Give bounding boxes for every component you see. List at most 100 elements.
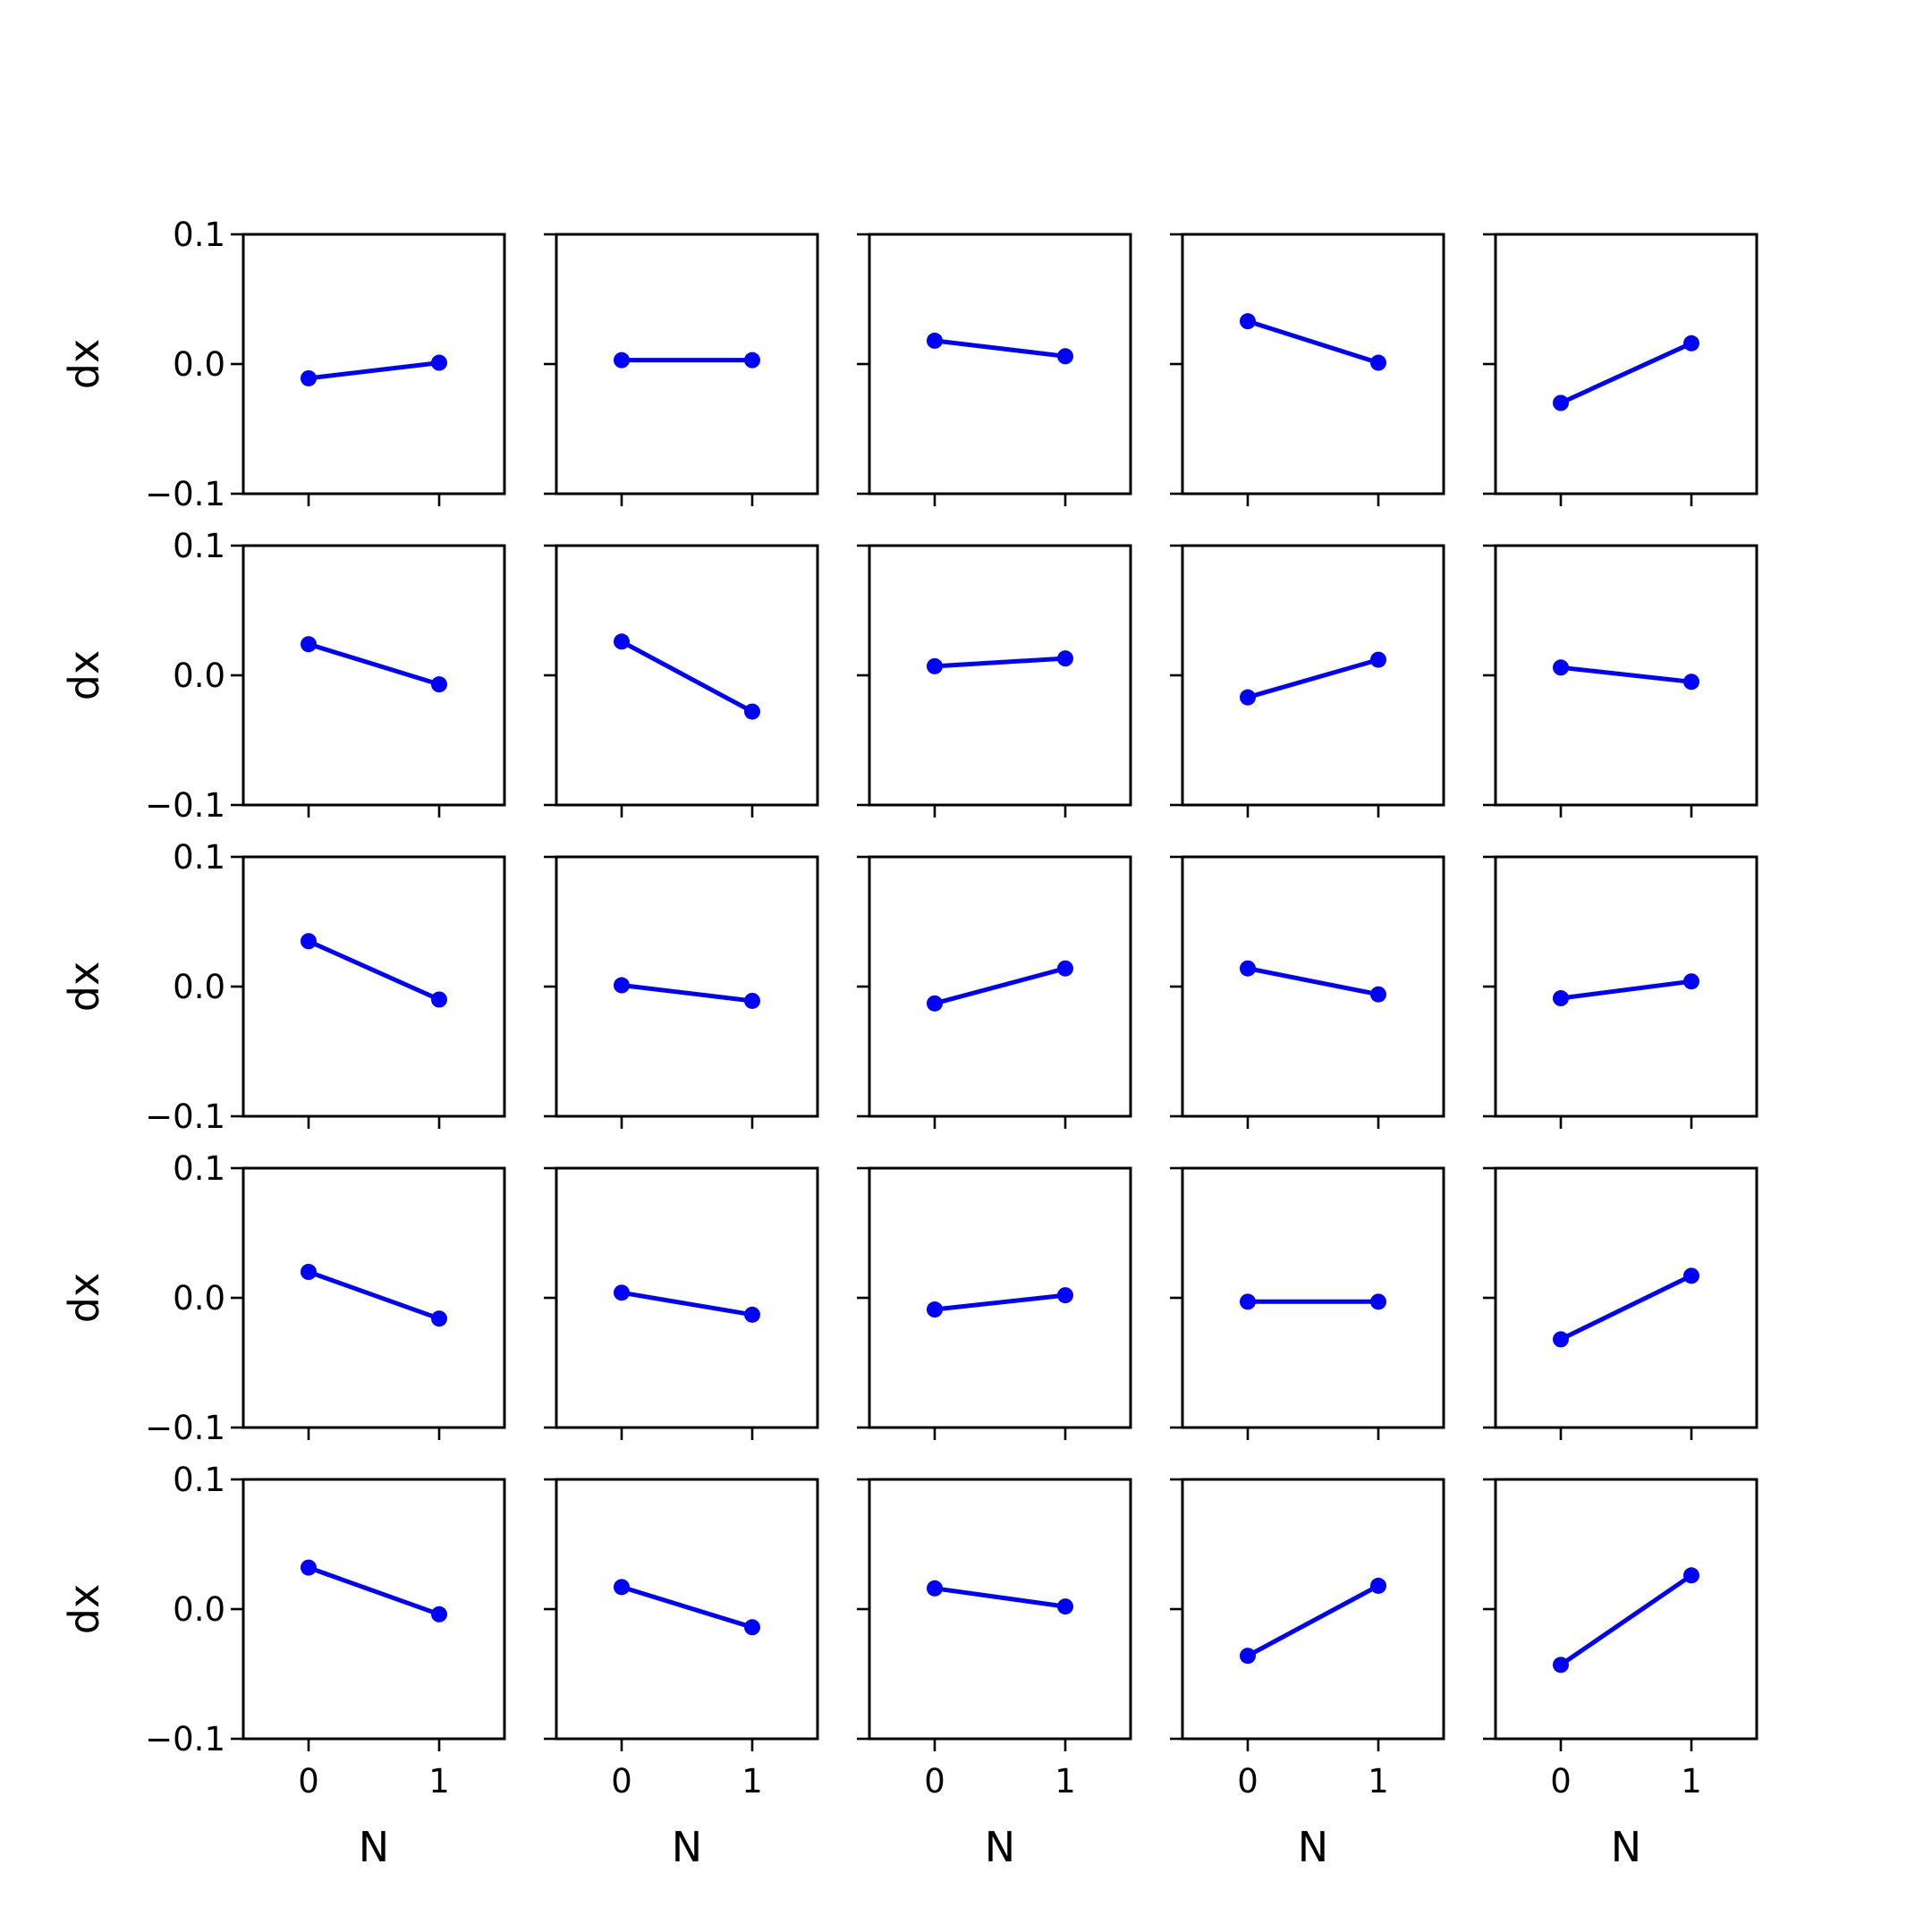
data-point <box>1553 394 1569 411</box>
series-line <box>306 1565 442 1617</box>
data-point <box>301 369 317 386</box>
x-axis-label: N <box>672 1823 702 1871</box>
y-tick-label: 0.0 <box>173 657 225 695</box>
y-tick-label: −0.1 <box>145 1720 225 1758</box>
x-axis-label: N <box>985 1823 1015 1871</box>
x-tick-label: 1 <box>428 1762 450 1801</box>
subplot-r0-c1 <box>544 233 819 506</box>
y-tick-label: −0.1 <box>145 786 225 825</box>
subplot-r3-c2 <box>857 1166 1132 1440</box>
subplot-r3-c3 <box>1170 1166 1445 1440</box>
y-axis-label: dx <box>60 339 108 389</box>
y-tick-label: −0.1 <box>145 475 225 513</box>
data-point <box>431 354 447 371</box>
series-line <box>1558 665 1694 684</box>
panels: 0.10.0−0.1dx0.10.0−0.1dx0.10.0−0.1dx0.10… <box>60 216 1758 1871</box>
series-line <box>306 938 442 1002</box>
data-point <box>431 1310 447 1327</box>
data-point <box>744 1619 760 1636</box>
subplot-r1-c4 <box>1483 544 1758 818</box>
data-point <box>1057 650 1073 667</box>
axes-frame <box>242 1478 506 1741</box>
data-point <box>1553 1331 1569 1348</box>
axes-frame <box>868 1478 1132 1741</box>
x-tick-label: 1 <box>1368 1762 1389 1801</box>
y-tick-label: 0.0 <box>173 345 225 384</box>
data-point <box>1370 1577 1386 1594</box>
axes-frame <box>1181 1478 1445 1741</box>
series-line <box>619 639 755 715</box>
subplot-r0-c2 <box>857 233 1132 506</box>
axes-frame <box>1494 1478 1758 1741</box>
axes-frame <box>1181 855 1445 1118</box>
axes-frame <box>1181 1166 1445 1429</box>
y-tick-label: 0.0 <box>173 968 225 1006</box>
x-tick-label: 0 <box>1237 1762 1258 1801</box>
series-line <box>306 641 442 687</box>
data-point <box>301 933 317 950</box>
series-line <box>1245 657 1381 700</box>
data-point <box>431 1606 447 1623</box>
axes-frame <box>1494 233 1758 496</box>
x-axis-label: N <box>1611 1823 1641 1871</box>
series-line <box>932 966 1068 1006</box>
data-point <box>1683 973 1699 990</box>
y-axis-label: dx <box>60 962 108 1012</box>
subplot-r2-c1 <box>544 855 819 1129</box>
axes-frame <box>242 233 506 496</box>
subplot-r1-c0: 0.1 0.0 −0.1 dx <box>60 527 506 825</box>
series-line <box>619 983 755 1004</box>
data-point <box>301 1559 317 1576</box>
data-point <box>614 977 630 994</box>
series-line <box>932 1292 1068 1312</box>
data-point <box>1240 960 1256 977</box>
subplot-r2-c3 <box>1170 855 1445 1129</box>
axes-frame <box>555 855 819 1118</box>
data-point <box>614 1284 630 1301</box>
data-point <box>1057 348 1073 365</box>
data-point <box>1683 1567 1699 1584</box>
data-point <box>1240 1293 1256 1310</box>
subplot-r0-c0: 0.1 0.0 −0.1 dx <box>60 216 506 513</box>
y-tick-label: 0.1 <box>173 216 225 254</box>
subplot-r2-c0: 0.1 0.0 −0.1 dx <box>60 838 506 1136</box>
data-point <box>1240 1648 1256 1665</box>
subplot-r3-c1 <box>544 1166 819 1440</box>
series-line <box>1245 1583 1381 1658</box>
data-point <box>744 352 760 369</box>
series-line <box>932 1586 1068 1609</box>
data-point <box>614 633 630 650</box>
x-tick-label: 0 <box>298 1762 319 1801</box>
axes-frame <box>1181 233 1445 496</box>
series-line <box>1558 341 1694 405</box>
subplot-r3-c4 <box>1483 1166 1758 1440</box>
data-point <box>431 676 447 693</box>
data-point <box>927 995 943 1012</box>
subplot-r1-c2 <box>857 544 1132 818</box>
axes-frame <box>1494 1166 1758 1429</box>
data-point <box>1683 1267 1699 1284</box>
axes-frame <box>1181 544 1445 807</box>
subplot-r0-c4 <box>1483 233 1758 506</box>
data-point <box>744 1306 760 1323</box>
data-point <box>1553 659 1569 676</box>
data-point <box>744 703 760 720</box>
data-point <box>301 1264 317 1280</box>
series-line <box>619 1290 755 1318</box>
y-tick-label: 0.0 <box>173 1590 225 1629</box>
data-point <box>927 1301 943 1318</box>
data-point <box>1683 674 1699 691</box>
y-tick-label: 0.1 <box>173 1461 225 1499</box>
series-line <box>619 1584 755 1630</box>
axes-frame <box>242 855 506 1118</box>
subplot-r4-c3: 0 1 N <box>1170 1478 1445 1871</box>
x-axis-label: N <box>1298 1823 1328 1871</box>
data-point <box>1370 986 1386 1003</box>
series-line <box>1245 318 1381 366</box>
y-axis-label: dx <box>60 1584 108 1634</box>
data-point <box>1057 1598 1073 1615</box>
axes-frame <box>1494 855 1758 1118</box>
data-point <box>1553 1657 1569 1674</box>
axes-frame <box>242 544 506 807</box>
axes-frame <box>868 233 1132 496</box>
